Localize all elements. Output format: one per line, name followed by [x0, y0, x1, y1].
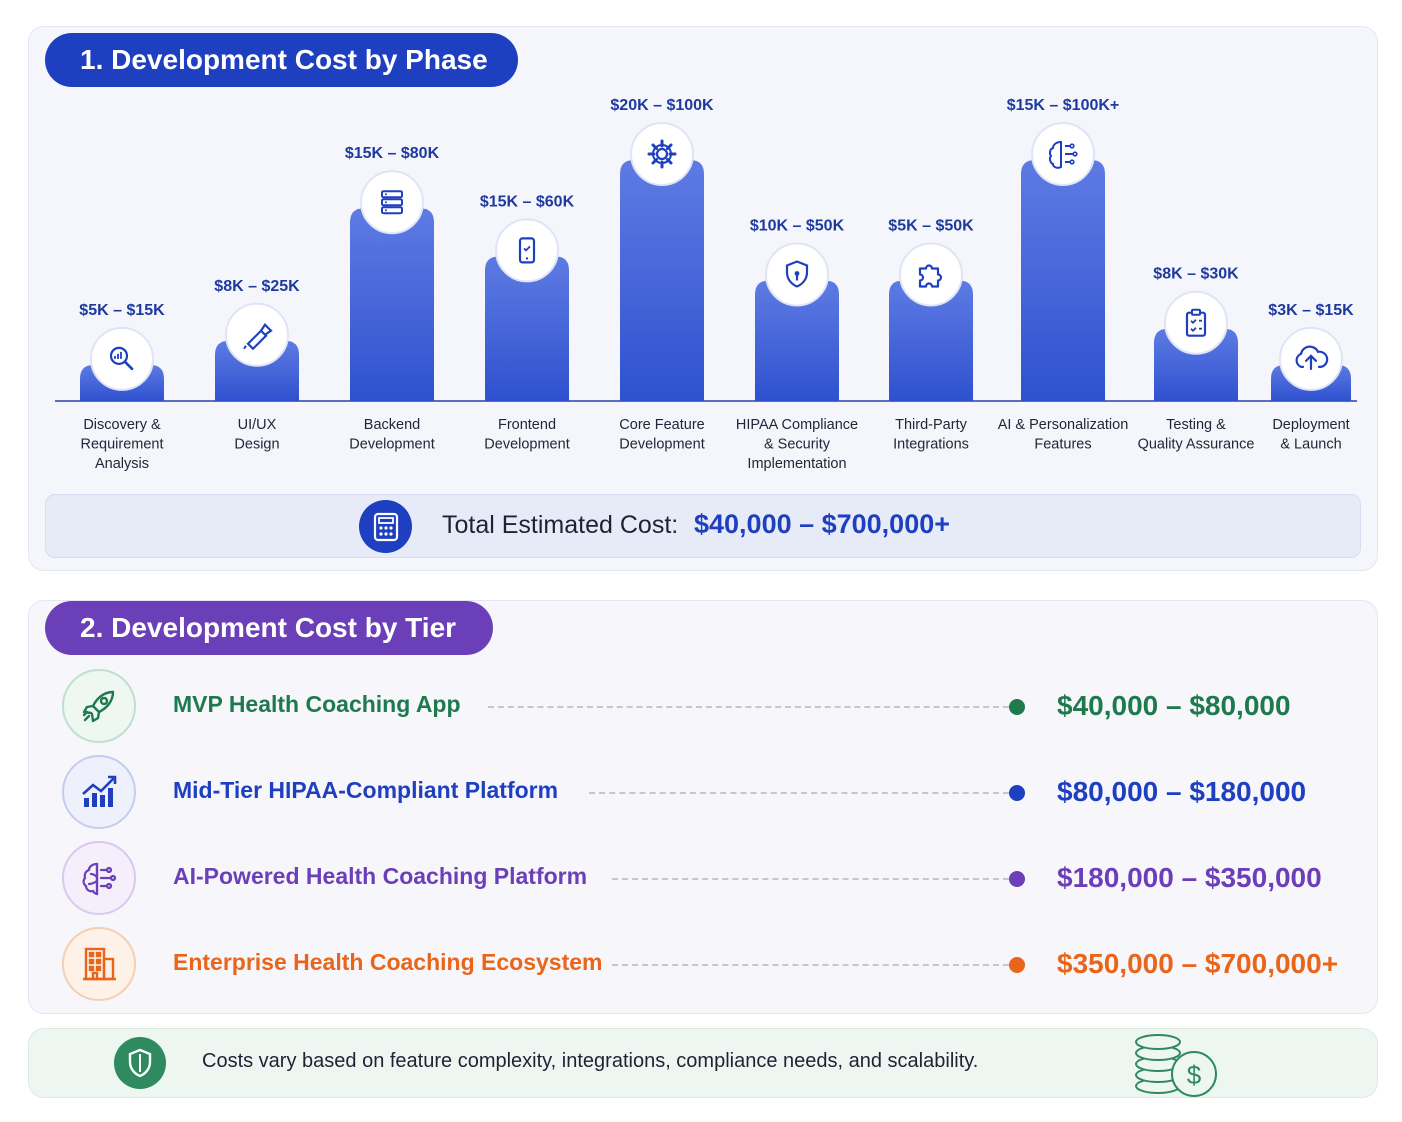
bar-group: $8K – $30K Testing & Quality Assurance	[1138, 266, 1255, 453]
bar-group: $5K – $50K Third-Party Integrations	[888, 218, 974, 453]
tier-dot	[1009, 699, 1025, 715]
building-icon	[62, 927, 136, 1001]
category-label: Backend Development	[349, 417, 434, 453]
category-label: Deployment & Launch	[1272, 417, 1349, 453]
clipboard-check-icon	[1164, 290, 1228, 355]
bar-group: $10K – $50K HIPAA Compliance & Security Imp…	[736, 218, 858, 473]
data-label: $10K – $50K	[750, 218, 845, 235]
section-title-tier: 2. Development Cost by Tier	[45, 601, 493, 655]
shield-icon	[114, 1037, 166, 1089]
bar-group: $15K – $100K+ AI & Personalization Feature…	[998, 97, 1129, 453]
tier-name-ai: AI-Powered Health Coaching Platform	[173, 863, 588, 889]
total-cost-bar	[45, 494, 1361, 558]
tier-price-ai: $180,000 – $350,000	[1057, 862, 1322, 893]
tier-price-mvp: $40,000 – $80,000	[1057, 690, 1291, 721]
bar	[1021, 160, 1105, 401]
gear-icon	[630, 122, 694, 186]
tier-leader-line	[589, 792, 1009, 794]
magnifier-chart-icon	[90, 326, 154, 391]
data-label: $15K – $100K+	[1007, 97, 1120, 114]
bar-group: $20K – $100K Core Feature Development	[610, 97, 714, 453]
calculator-icon	[359, 500, 412, 553]
cloud-upload-icon	[1279, 326, 1343, 391]
bar-group: $15K – $60K Frontend Development	[480, 193, 575, 452]
bar	[889, 280, 973, 401]
category-label: Frontend Development	[484, 417, 569, 453]
category-label: Discovery & Requirement Analysis	[80, 417, 163, 472]
tier-leader-line	[612, 878, 1009, 880]
cost-note-text: Costs vary based on feature complexity, …	[202, 1050, 979, 1072]
tier-name-mvp: MVP Health Coaching App	[173, 691, 461, 717]
data-label: $3K – $15K	[1268, 302, 1354, 319]
category-label: Core Feature Development	[619, 417, 704, 453]
tier-dot	[1009, 871, 1025, 887]
category-label: HIPAA Compliance & Security Implementation	[736, 417, 858, 472]
total-cost-label: Total Estimated Cost:	[442, 511, 679, 539]
data-label: $8K – $25K	[214, 278, 300, 295]
data-label: $15K – $60K	[480, 193, 575, 210]
bar-group: $15K – $80K Backend Development	[345, 145, 440, 452]
total-cost-value: $40,000 – $700,000+	[694, 509, 950, 539]
server-icon	[360, 170, 424, 235]
puzzle-icon	[899, 242, 963, 307]
bar-group: $5K – $15K Discovery & Requirement Analysis	[79, 302, 165, 472]
tier-dot	[1009, 957, 1025, 973]
tier-price-mid: $80,000 – $180,000	[1057, 776, 1307, 807]
pen-tool-icon	[225, 302, 289, 367]
tier-leader-line	[488, 706, 1009, 708]
tier-cost-panel	[28, 600, 1378, 1014]
bar	[485, 256, 569, 401]
shield-icon	[765, 242, 829, 307]
tier-price-enterprise: $350,000 – $700,000+	[1057, 948, 1339, 979]
bar	[350, 208, 434, 401]
growth-chart-icon	[62, 755, 136, 829]
ai-brain-icon	[1031, 122, 1095, 186]
rocket-icon	[62, 669, 136, 743]
section-title-phase: 1. Development Cost by Phase	[45, 33, 518, 87]
coins-dollar-icon: $	[1130, 1028, 1222, 1102]
data-label: $5K – $15K	[79, 302, 165, 319]
tier-name-mid: Mid-Tier HIPAA-Compliant Platform	[173, 777, 559, 803]
bar-group: $3K – $15K Deployment & Launch	[1268, 302, 1354, 453]
category-label: Third-Party Integrations	[893, 417, 969, 453]
data-label: $8K – $30K	[1153, 266, 1239, 283]
bar	[755, 280, 839, 401]
category-label: Testing & Quality Assurance	[1138, 417, 1255, 453]
tier-dot	[1009, 785, 1025, 801]
ai-brain-icon	[62, 841, 136, 915]
phase-cost-bar-chart: $5K – $15K Discovery & Requirement Analysis…	[55, 97, 1357, 473]
category-label: UI/UX Design	[234, 417, 279, 453]
tier-leader-line	[612, 964, 1009, 966]
bar-group: $8K – $25K UI/UX Design	[214, 278, 300, 453]
smartphone-icon	[495, 218, 559, 283]
bar	[620, 160, 704, 401]
data-label: $5K – $50K	[888, 218, 974, 235]
data-label: $20K – $100K	[610, 97, 714, 114]
category-label: AI & Personalization Features	[998, 417, 1129, 453]
data-label: $15K – $80K	[345, 145, 440, 162]
svg-text:$: $	[1187, 1060, 1202, 1090]
tier-name-enterprise: Enterprise Health Coaching Ecosystem	[173, 949, 603, 975]
